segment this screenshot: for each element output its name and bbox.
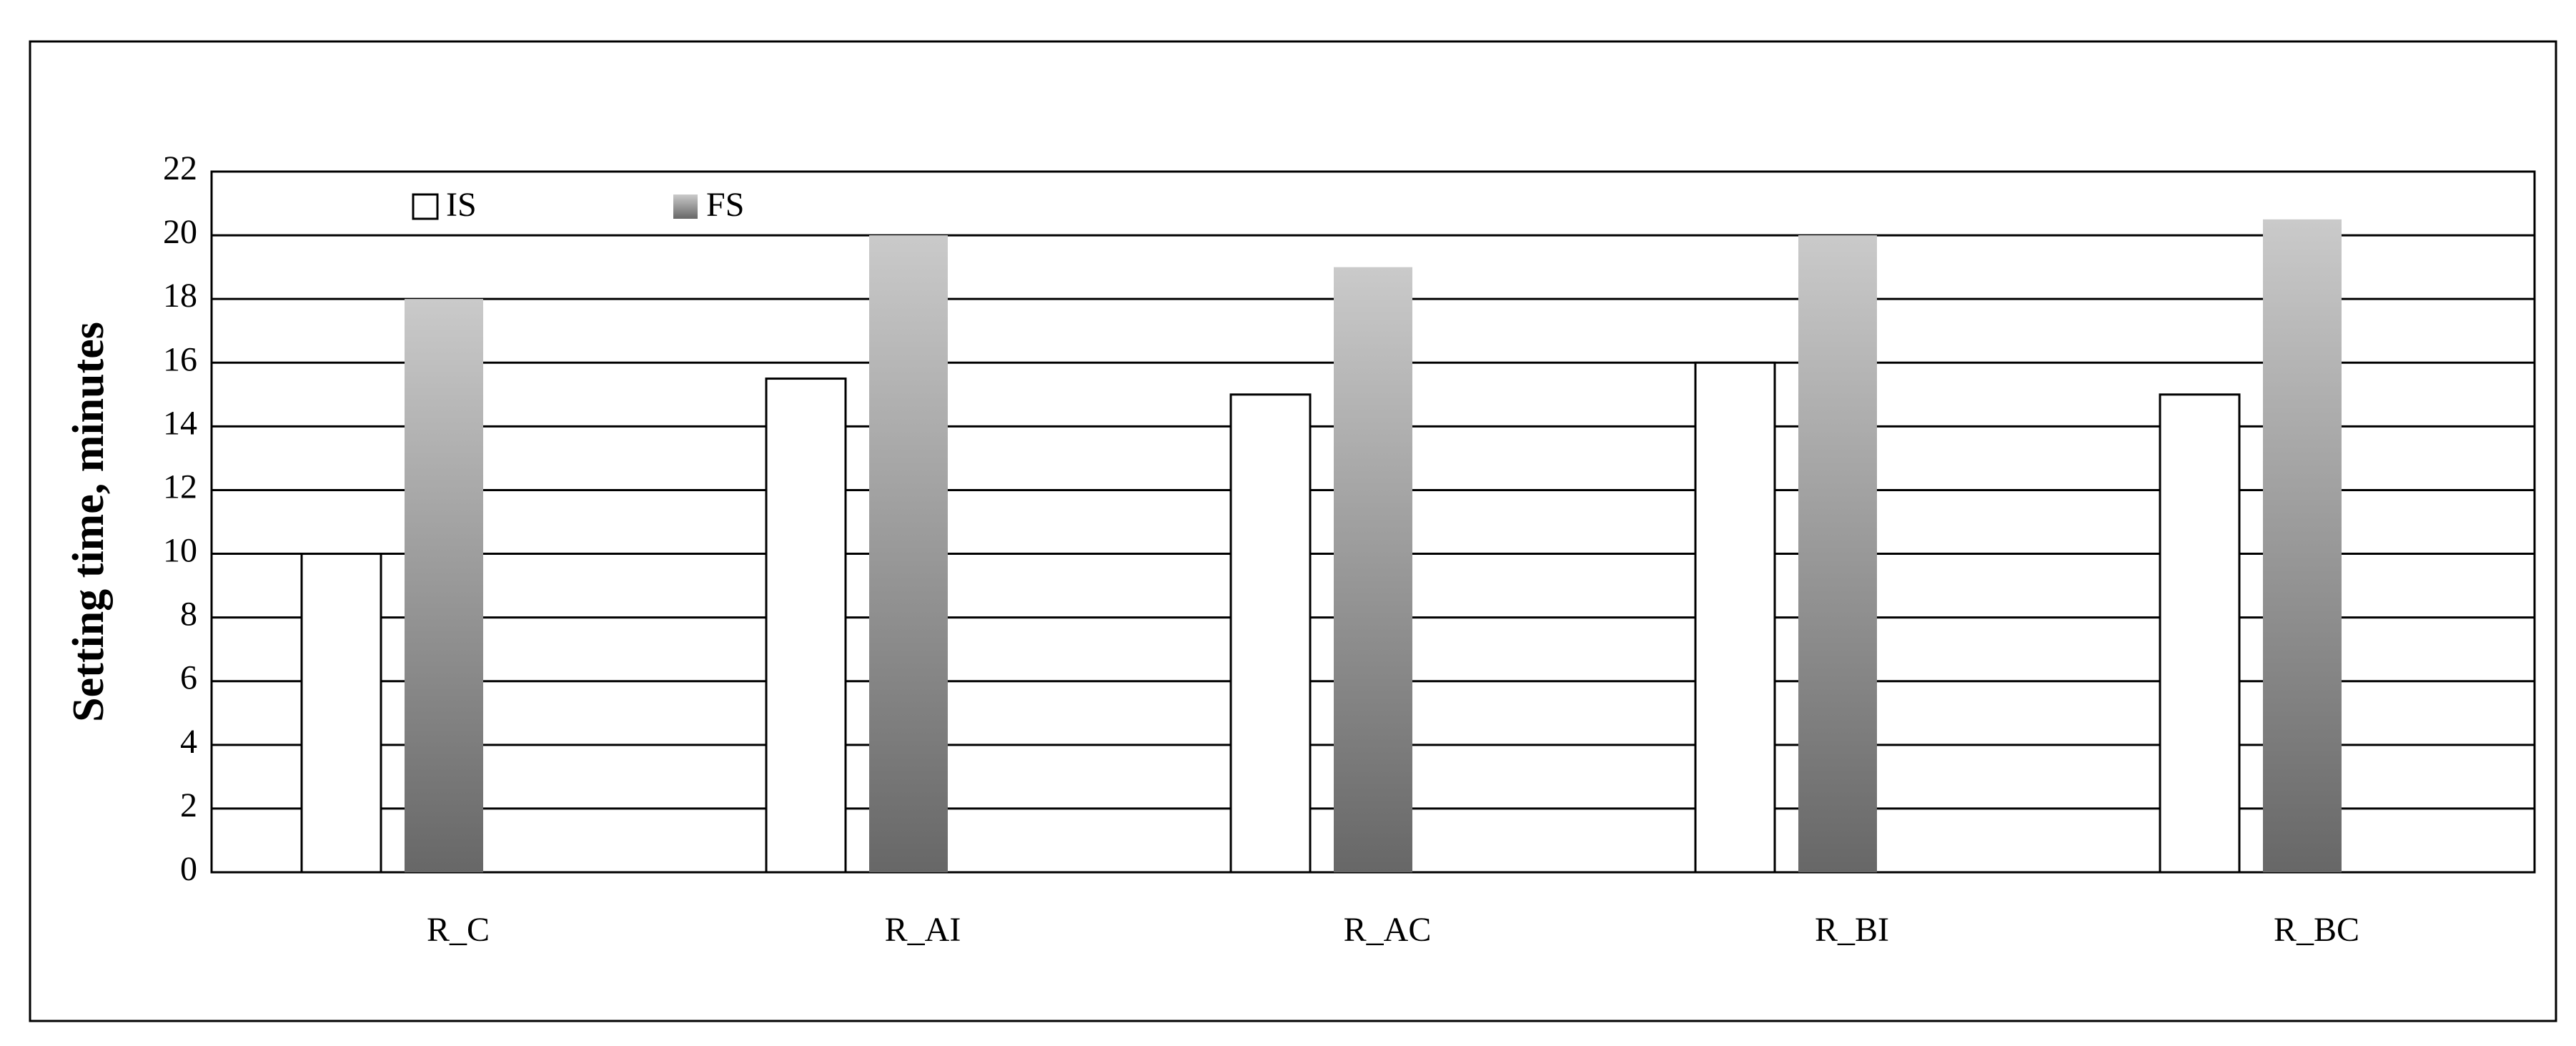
bar [1229, 393, 1312, 874]
bar [765, 378, 847, 874]
bar [869, 235, 948, 872]
x-tick-label: R_AC [1344, 911, 1432, 949]
x-tick-label: R_BI [1815, 911, 1889, 949]
legend-label: FS [706, 186, 744, 224]
legend-swatch [412, 193, 439, 220]
y-tick-label: 18 [163, 277, 197, 315]
bar [405, 299, 483, 872]
y-tick-label: 22 [163, 149, 197, 187]
y-tick-label: 6 [180, 659, 197, 697]
y-axis-title: Setting time, minutes [64, 322, 113, 722]
bar [2263, 219, 2342, 872]
y-tick-label: 10 [163, 532, 197, 570]
y-tick-label: 8 [180, 596, 197, 633]
y-tick-label: 0 [180, 850, 197, 888]
bar [1334, 267, 1412, 872]
bar [1798, 235, 1877, 872]
y-tick-label: 14 [163, 404, 197, 442]
legend-swatch [673, 194, 698, 219]
y-tick-label: 12 [163, 468, 197, 505]
x-tick-label: R_BC [2274, 911, 2359, 949]
y-tick-label: 4 [180, 723, 197, 761]
y-tick-label: 2 [180, 786, 197, 824]
y-tick-label: 16 [163, 340, 197, 378]
x-tick-label: R_AI [885, 911, 961, 949]
legend-label: IS [446, 186, 477, 224]
bar [300, 553, 382, 874]
bar [1694, 361, 1776, 874]
x-tick-label: R_C [427, 911, 490, 949]
y-tick-label: 20 [163, 213, 197, 251]
bar [2159, 393, 2241, 874]
